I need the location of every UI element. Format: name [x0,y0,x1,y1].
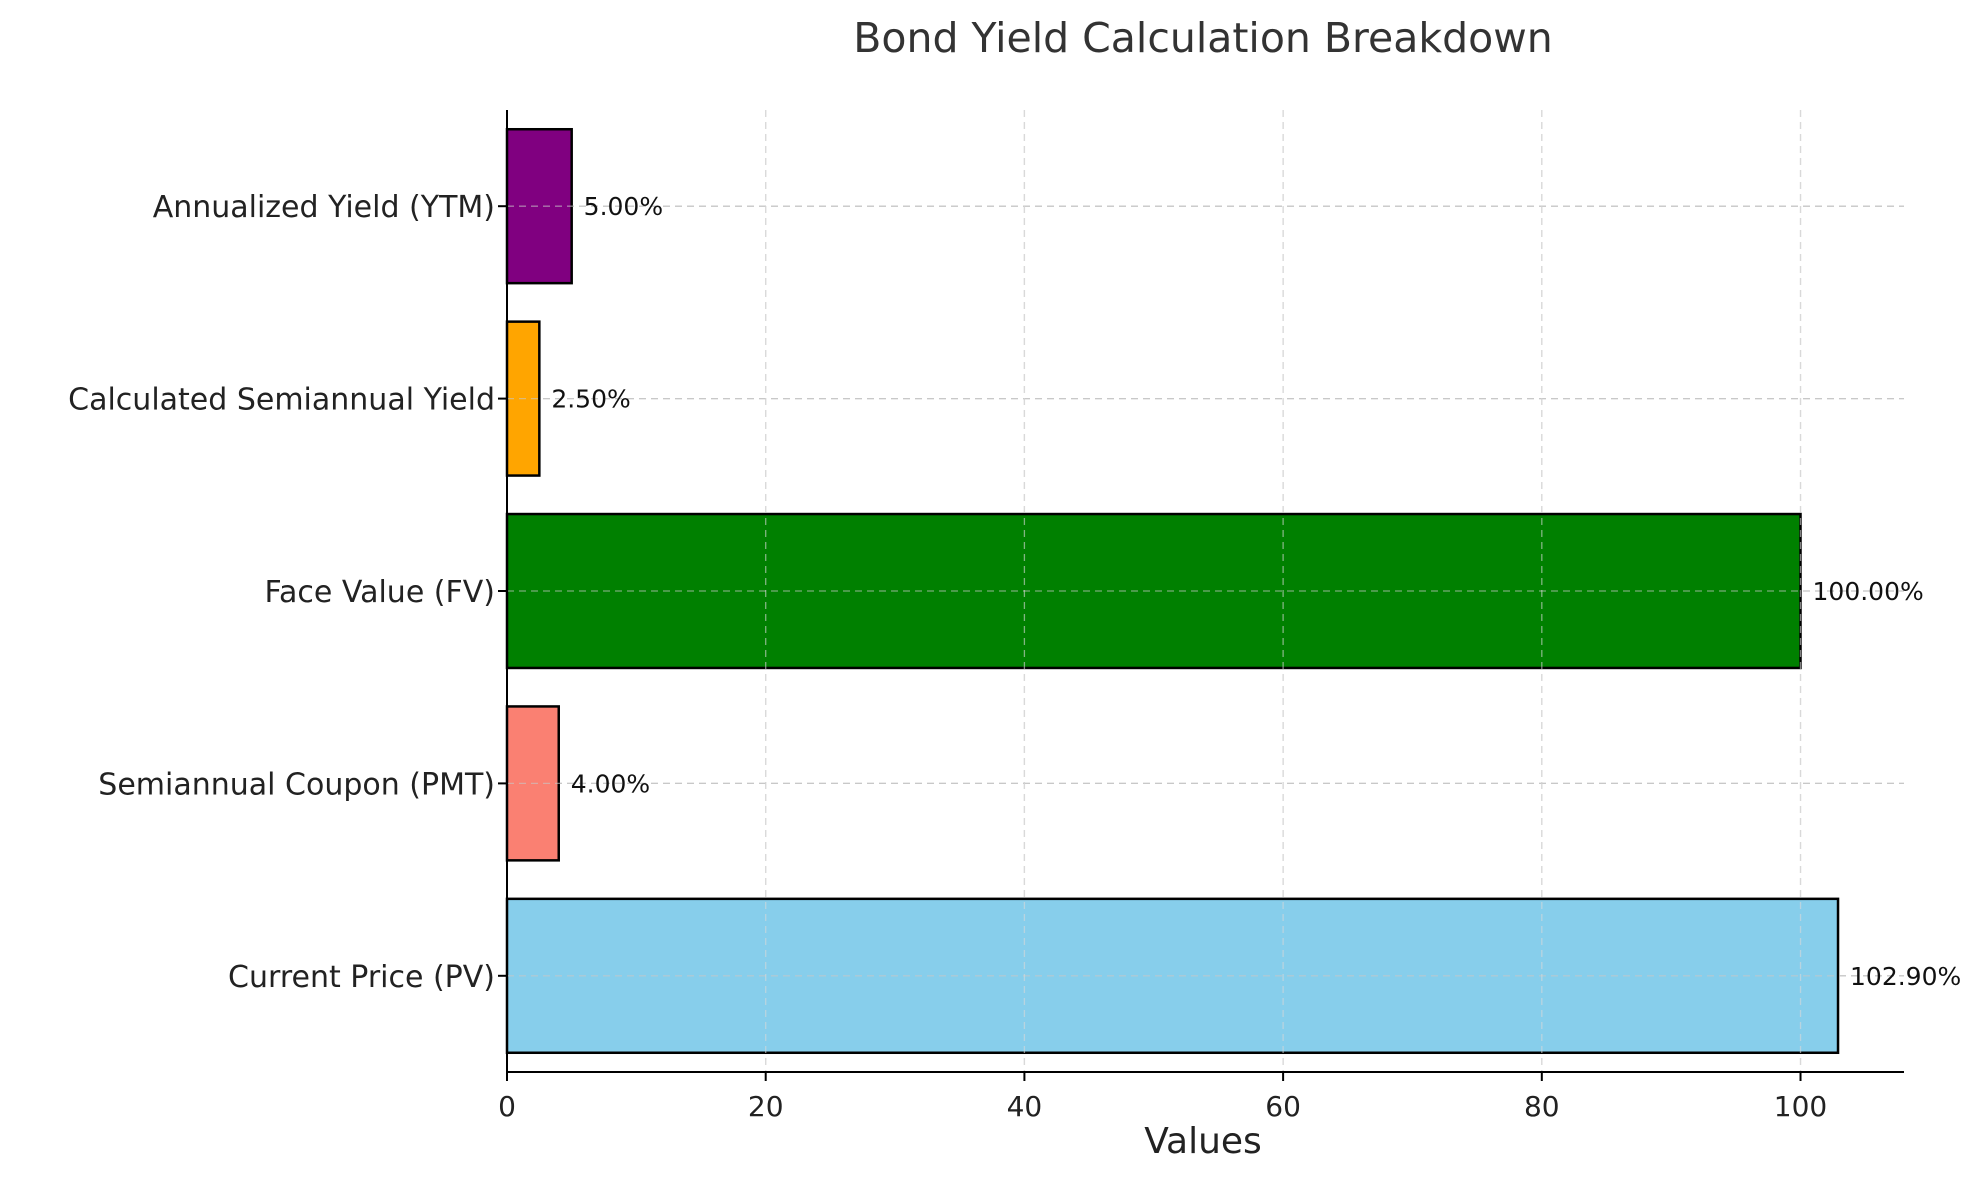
y-tick-label: Annualized Yield (YTM) [153,190,495,225]
x-tick-label: 60 [1265,1090,1301,1123]
data-label: 102.90% [1850,962,1961,991]
data-label: 2.50% [551,385,630,414]
chart-title: Bond Yield Calculation Breakdown [853,14,1552,62]
data-label: 5.00% [584,192,663,221]
x-tick-label: 20 [748,1090,784,1123]
x-tick-label: 40 [1007,1090,1043,1123]
x-tick-label: 80 [1524,1090,1560,1123]
bar [505,512,1802,670]
data-label: 4.00% [571,769,650,798]
x-tick-label: 100 [1774,1090,1827,1123]
y-tick-label: Calculated Semiannual Yield [68,383,495,418]
y-tick-label: Current Price (PV) [228,960,495,995]
x-tick-label: 0 [498,1090,516,1123]
labels: 0 20 40 60 80 100 Current Price (PV) Semiannual… [68,190,1961,1123]
y-tick-label: Semiannual Coupon (PMT) [98,767,495,802]
x-axis-label: Values [1144,1121,1262,1162]
bars [505,110,1904,1072]
y-tick-label: Face Value (FV) [265,575,495,610]
axes [498,110,1904,1081]
data-label: 100.00% [1813,577,1924,606]
